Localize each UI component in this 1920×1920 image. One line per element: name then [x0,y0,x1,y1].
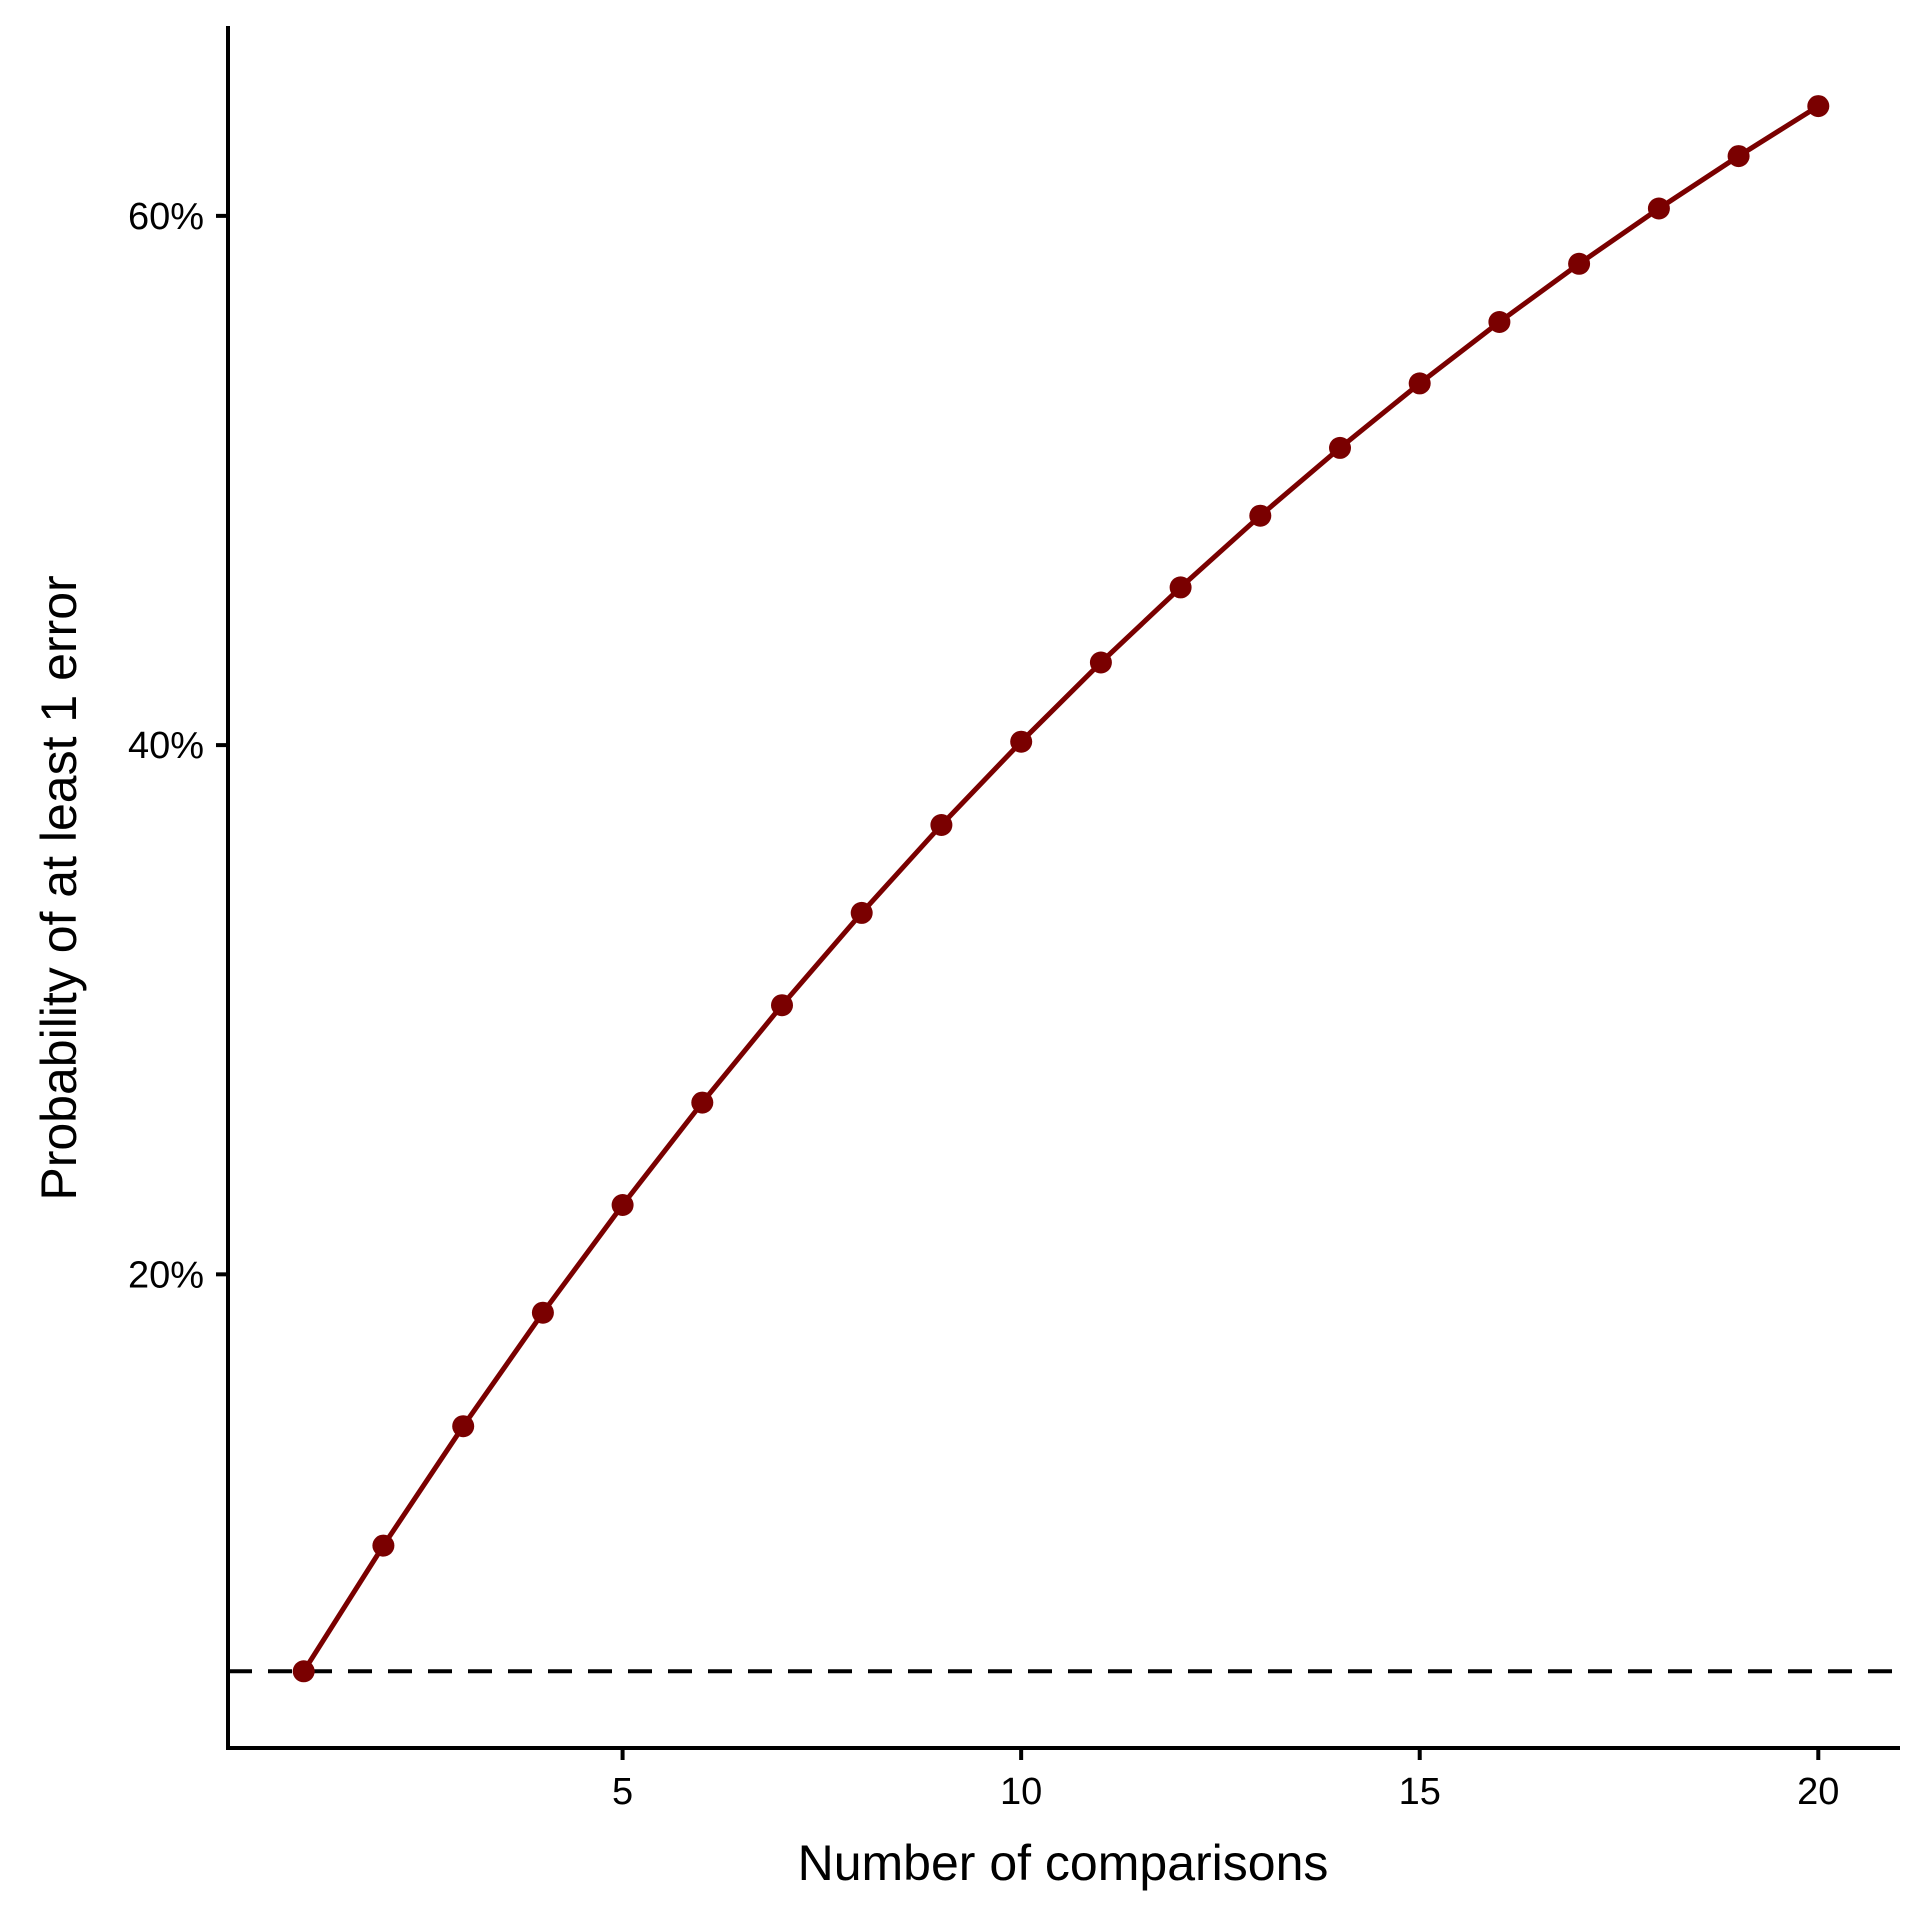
data-point [372,1534,395,1557]
x-tick-label: 10 [1000,1771,1042,1813]
data-point [691,1091,714,1114]
data-point [1647,197,1670,220]
data-point [292,1660,315,1683]
data-point [452,1415,475,1438]
data-point [1169,576,1192,599]
data-point [1568,252,1591,275]
x-tick-label: 20 [1797,1771,1839,1813]
data-point [1488,311,1511,333]
data-point [1807,95,1830,118]
x-tick-label: 15 [1399,1771,1441,1813]
data-point [531,1301,554,1324]
data-point [1408,372,1431,395]
series-line [301,103,1821,1674]
x-tick-label: 5 [612,1771,633,1813]
y-tick-label: 60% [128,196,204,238]
y-tick-label: 40% [128,725,204,767]
data-point [1089,651,1112,674]
axes: 5 10 15 20 20% 40% 60% [128,26,1900,1813]
x-axis-title: Number of comparisons [798,1835,1329,1891]
data-point [1329,436,1351,459]
plot-area [228,95,1898,1683]
data-point [1249,504,1272,527]
data-point [771,994,793,1017]
data-point [1727,145,1750,168]
data-point [930,814,953,836]
y-tick-label: 20% [128,1254,204,1296]
data-point [611,1194,634,1216]
data-point [850,901,873,924]
y-axis-title: Probability of at least 1 error [31,575,87,1200]
data-point [1010,730,1033,753]
